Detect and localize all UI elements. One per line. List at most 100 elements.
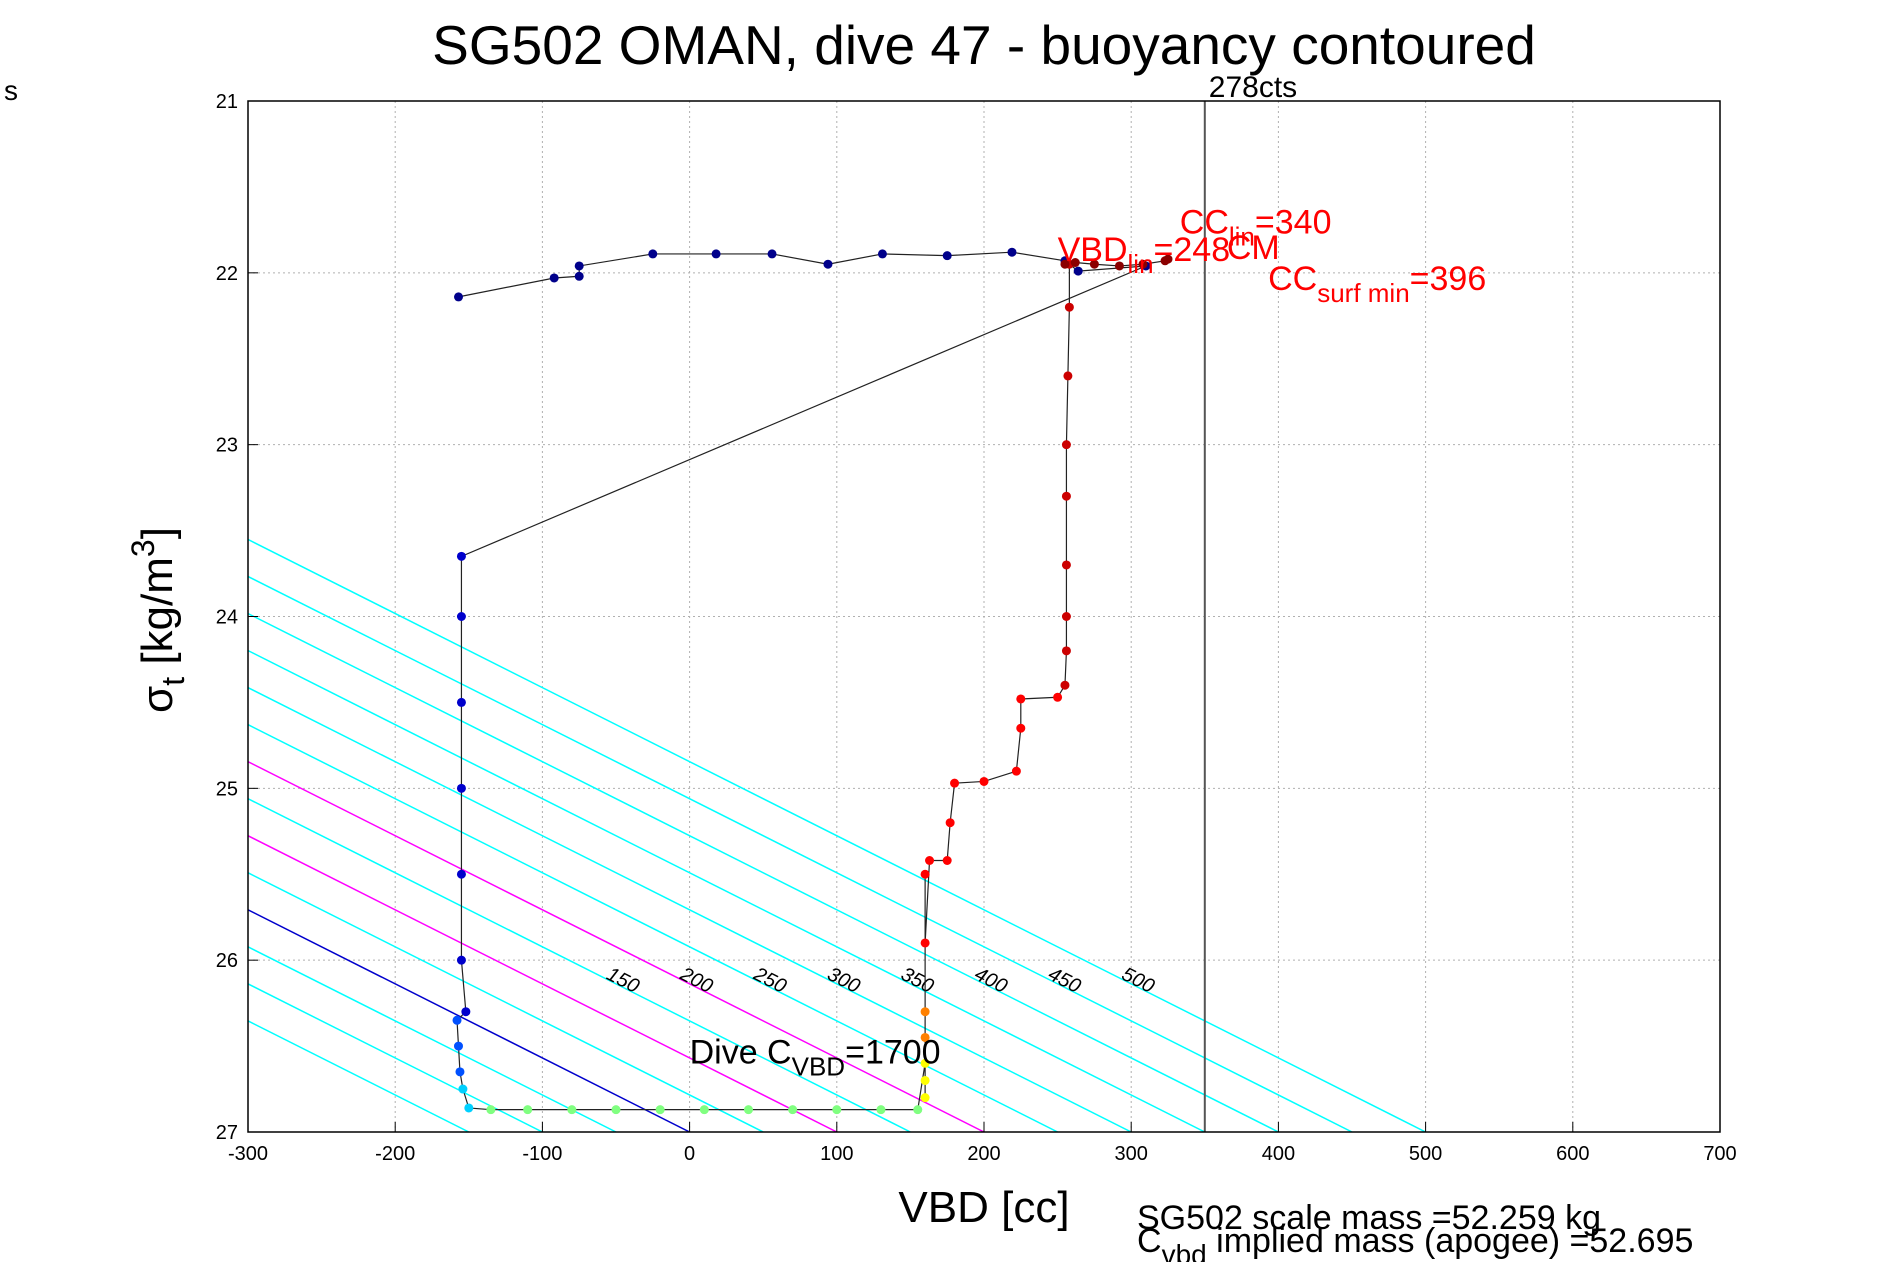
data-point — [925, 856, 935, 866]
left-edge-text: s — [4, 75, 18, 106]
contour-label: 450 — [1045, 963, 1085, 998]
contour-line — [248, 723, 1058, 1132]
y-tick-label: 26 — [216, 950, 238, 972]
data-point — [1064, 302, 1074, 312]
scale-mass-text: SG502 scale mass =52.259 kg — [1137, 1199, 1601, 1237]
annotation-text: CM — [1227, 229, 1280, 267]
y-axis-label: σt [kg/m3] — [125, 527, 191, 713]
contour-line — [248, 945, 617, 1132]
annotation-text: CClin=340 — [1180, 203, 1332, 251]
data-point — [611, 1105, 621, 1115]
contour-line — [248, 686, 1132, 1132]
y-tick-label: 23 — [216, 435, 238, 457]
data-point — [1053, 692, 1063, 702]
data-point — [549, 273, 559, 283]
data-point — [1061, 612, 1071, 621]
axis-ticks: -300 -200 -100 0 100 200 300 400 500 600 700 21 22 23… — [216, 91, 1737, 1165]
data-point — [456, 697, 466, 707]
data-point — [1061, 560, 1071, 570]
data-point — [743, 1105, 753, 1115]
data-point — [648, 249, 658, 259]
data-point — [823, 259, 833, 269]
data-point — [1163, 254, 1173, 264]
data-point — [567, 1105, 577, 1115]
data-point — [461, 1007, 471, 1017]
implied-mass-text: Cvbd implied mass (apogee) =52.695 — [1137, 1222, 1693, 1262]
data-point — [699, 1105, 709, 1115]
contour-line — [248, 871, 764, 1132]
data-point — [979, 776, 989, 786]
x-axis-label: VBD [cc] — [898, 1183, 1069, 1232]
contour-line — [248, 797, 911, 1132]
data-point — [832, 1105, 842, 1115]
x-tick-label: 300 — [1115, 1143, 1148, 1165]
y-tick-label: 25 — [216, 778, 238, 800]
data-point — [945, 818, 955, 828]
data-point — [920, 1075, 930, 1085]
dive-profile — [452, 247, 1173, 1115]
data-point — [1138, 259, 1148, 269]
data-point — [1070, 258, 1080, 268]
data-point — [1060, 680, 1070, 690]
data-point — [920, 869, 930, 879]
x-tick-label: 700 — [1703, 1143, 1736, 1165]
y-tick-label: 24 — [216, 607, 238, 629]
x-tick-label: -300 — [228, 1143, 268, 1165]
x-tick-label: 500 — [1409, 1143, 1442, 1165]
contour-label: 500 — [1118, 963, 1158, 998]
x-tick-label: 0 — [684, 1143, 695, 1165]
contour-line — [248, 760, 985, 1132]
data-point — [920, 938, 930, 948]
contour-label: 150 — [603, 963, 643, 998]
data-point — [942, 856, 952, 866]
y-tick-label: 21 — [216, 91, 238, 113]
data-point — [1114, 261, 1124, 271]
data-point — [1063, 371, 1073, 381]
data-point — [1011, 766, 1021, 776]
data-point — [920, 1093, 930, 1103]
annotation-text: CCsurf min=396 — [1268, 260, 1486, 308]
x-tick-label: -200 — [375, 1143, 415, 1165]
data-point — [942, 251, 952, 261]
contour-line — [248, 538, 1426, 1132]
data-point — [913, 1105, 923, 1115]
x-tick-label: 600 — [1556, 1143, 1589, 1165]
data-point — [1061, 646, 1071, 656]
contour-line — [248, 834, 838, 1132]
data-point — [455, 1067, 465, 1077]
annotation-text: VBDlin=248 — [1058, 231, 1231, 279]
data-point — [711, 249, 721, 259]
data-point — [458, 1084, 468, 1094]
data-point — [453, 292, 463, 302]
data-point — [876, 1105, 886, 1115]
data-point — [456, 551, 466, 561]
data-point — [920, 1032, 930, 1042]
x-tick-label: 100 — [820, 1143, 853, 1165]
data-point — [767, 249, 777, 259]
contour-line — [248, 575, 1353, 1132]
data-point — [1016, 723, 1026, 733]
data-point — [1089, 259, 1099, 269]
data-point — [920, 1007, 930, 1017]
data-point — [1016, 694, 1026, 704]
data-point — [456, 869, 466, 879]
chart-title: SG502 OMAN, dive 47 - buoyancy contoured — [432, 14, 1536, 76]
data-point — [950, 778, 960, 788]
y-tick-label: 27 — [216, 1122, 238, 1144]
data-point — [877, 249, 887, 259]
annotations: Dive CVBD=1700 VBDlin=248CClin=340CMCCsur… — [690, 203, 1487, 1081]
contour-label: 350 — [897, 963, 937, 998]
data-point — [1007, 247, 1017, 257]
data-point — [456, 955, 466, 965]
data-point — [1061, 491, 1071, 501]
contour-label: 400 — [971, 963, 1011, 998]
data-point — [456, 612, 466, 621]
data-point — [574, 261, 584, 271]
data-point — [1061, 440, 1071, 450]
data-point — [452, 1015, 462, 1025]
y-tick-label: 22 — [216, 263, 238, 285]
x-tick-label: 400 — [1262, 1143, 1295, 1165]
data-point — [464, 1103, 474, 1113]
x-tick-label: -100 — [522, 1143, 562, 1165]
